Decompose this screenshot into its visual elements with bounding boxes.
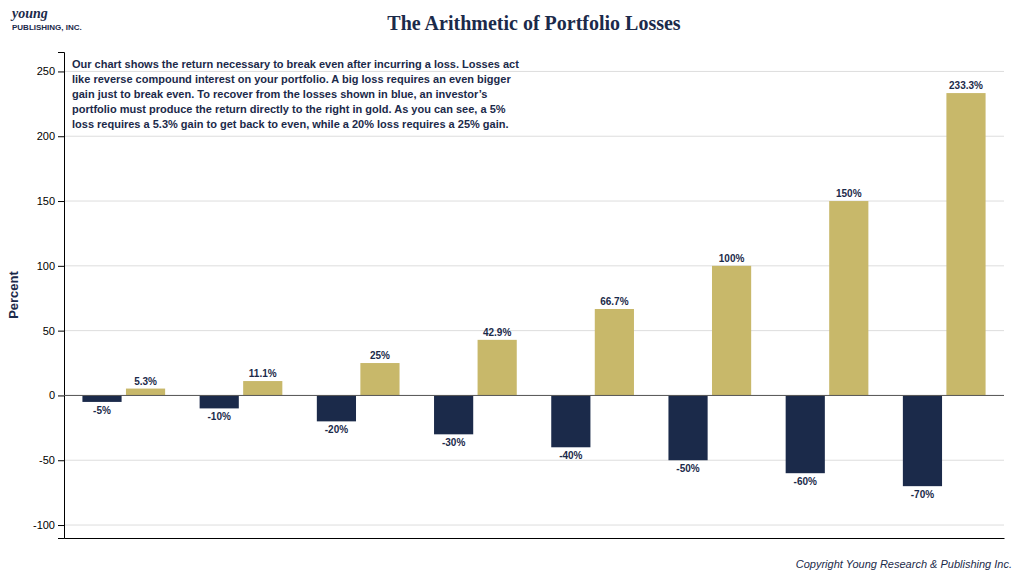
bar — [551, 395, 590, 447]
y-tick-label: -50 — [39, 454, 55, 466]
bar — [360, 363, 399, 395]
y-tick-mark — [58, 266, 64, 267]
data-label: -70% — [911, 489, 934, 500]
grid-line — [64, 71, 1004, 72]
annotation-line: loss requires a 5.3% gain to get back to… — [72, 118, 509, 130]
logo-text: young — [10, 6, 48, 21]
zero-line — [64, 395, 1004, 396]
data-label: -40% — [559, 450, 582, 461]
grid-line — [64, 460, 1004, 461]
y-tick-label: 100 — [37, 260, 55, 272]
title: The Arithmetic of Portfolio Losses — [387, 12, 680, 34]
bar — [317, 395, 356, 421]
data-label: -30% — [442, 437, 465, 448]
chart: young PUBLISHING, INC. The Arithmetic of P… — [0, 0, 1024, 576]
y-tick-label: 150 — [37, 195, 55, 207]
y-tick-mark — [58, 201, 64, 202]
bar — [903, 395, 942, 486]
bar — [200, 395, 239, 408]
grid-line — [64, 525, 1004, 526]
annotation-line: Our chart shows the return necessary to … — [72, 58, 519, 70]
bar — [946, 93, 985, 395]
bar — [786, 395, 825, 473]
y-tick: 0 — [49, 389, 64, 401]
grid-line — [64, 395, 1004, 396]
y-axis-title: Percent — [6, 270, 21, 318]
data-label: -60% — [794, 476, 817, 487]
copyright: Copyright Young Research & Publishing In… — [796, 558, 1012, 570]
y-axis-line — [58, 53, 65, 539]
y-tick-label: 0 — [49, 389, 55, 401]
data-label: 25% — [370, 350, 390, 361]
logo-text: PUBLISHING, INC. — [12, 23, 82, 32]
bar — [243, 381, 282, 395]
y-tick: -50 — [39, 454, 64, 466]
grid — [64, 71, 1004, 525]
data-label: 233.3% — [949, 80, 983, 91]
y-tick-mark — [58, 71, 64, 72]
y-tick: 200 — [37, 130, 64, 142]
bar — [478, 340, 517, 396]
x-axis-line — [65, 538, 1005, 539]
data-label: 11.1% — [249, 368, 277, 379]
plot: -100 -50 0 50 100 150 200 250 -5% -10% -20% -30% -40… — [33, 53, 1005, 539]
y-tick-mark — [58, 331, 64, 332]
bar — [712, 266, 751, 396]
y-tick-mark — [58, 395, 64, 396]
y-tick: 100 — [37, 260, 64, 272]
data-label: 66.7% — [600, 296, 628, 307]
bar — [434, 395, 473, 434]
y-tick-mark — [58, 525, 64, 526]
x-axis — [65, 538, 1005, 539]
y-tick: 50 — [43, 325, 64, 337]
y-tick-label: -100 — [33, 519, 55, 531]
data-label: 5.3% — [134, 376, 157, 387]
data-label: -5% — [93, 405, 111, 416]
y-tick: 250 — [37, 65, 64, 77]
annotation: Our chart shows the return necessary to … — [72, 58, 519, 130]
data-label: 100% — [719, 253, 745, 264]
y-tick-label: 250 — [37, 65, 55, 77]
annotation-line: gain just to break even. To recover from… — [72, 88, 487, 100]
data-label: -10% — [208, 411, 231, 422]
data-label: -50% — [676, 463, 699, 474]
annotation-line: like reverse compound interest on your p… — [72, 73, 511, 85]
y-tick-mark — [58, 136, 64, 137]
grid-line — [64, 136, 1004, 137]
bar — [668, 395, 707, 460]
annotation-line: portfolio must produce the return direct… — [72, 103, 506, 115]
bar — [595, 309, 634, 395]
bar — [829, 201, 868, 395]
y-tick-label: 50 — [43, 325, 55, 337]
y-axis: -100 -50 0 50 100 150 200 250 — [33, 53, 65, 539]
data-label: 42.9% — [483, 327, 511, 338]
data-labels: -5% -10% -20% -30% -40% -50% -60% -70% 5.3% 11.1%… — [93, 80, 983, 500]
bars — [82, 93, 985, 486]
data-label: 150% — [836, 188, 862, 199]
y-tick: -100 — [33, 519, 64, 531]
bar — [126, 389, 165, 396]
y-tick-mark — [58, 460, 64, 461]
bar — [82, 395, 121, 401]
y-tick: 150 — [37, 195, 64, 207]
data-label: -20% — [325, 424, 348, 435]
y-tick-label: 200 — [37, 130, 55, 142]
